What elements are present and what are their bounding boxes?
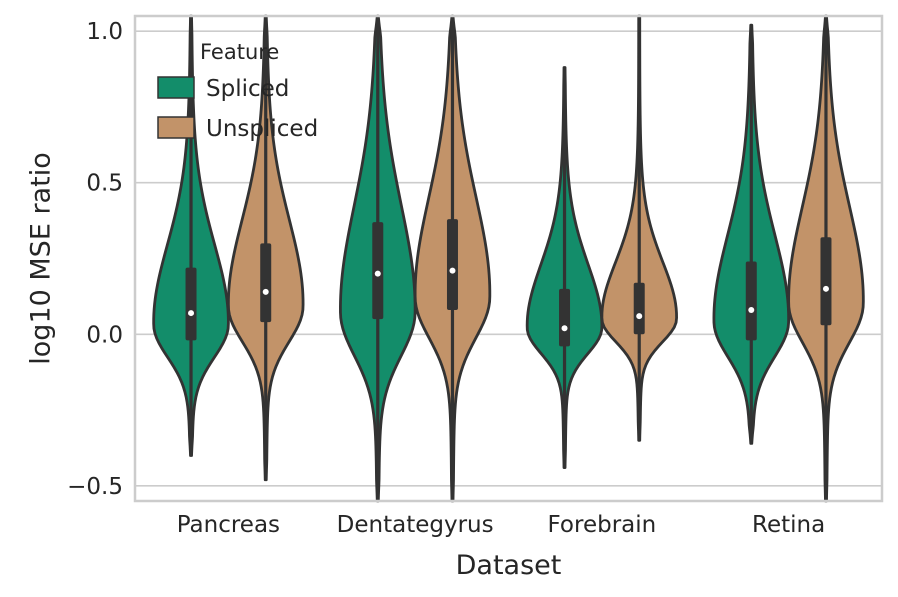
- iqr-box: [633, 282, 645, 335]
- median-point: [561, 325, 568, 332]
- x-tick-label: Retina: [752, 512, 825, 538]
- iqr-box: [745, 261, 757, 341]
- x-tick-label: Forebrain: [548, 512, 657, 538]
- x-axis-title: Dataset: [456, 550, 562, 581]
- legend-swatch-unspliced: [157, 116, 195, 139]
- legend-label-spliced: Spliced: [206, 76, 289, 102]
- y-tick-label: 0.0: [86, 322, 123, 348]
- x-axis: Pancreas Dentategyrus Forebrain Retina: [177, 512, 826, 538]
- iqr-box: [260, 243, 272, 323]
- median-point: [822, 285, 829, 292]
- legend-swatch-spliced: [157, 76, 195, 99]
- iqr-box: [185, 267, 197, 341]
- legend: Feature Spliced Unspliced: [157, 40, 318, 142]
- iqr-box: [446, 219, 458, 311]
- iqr-box: [820, 237, 832, 326]
- y-tick-label: −0.5: [67, 474, 123, 500]
- legend-label-unspliced: Unspliced: [206, 116, 318, 142]
- iqr-box: [372, 222, 384, 320]
- median-point: [188, 310, 195, 317]
- median-point: [636, 313, 643, 320]
- median-point: [748, 307, 755, 314]
- plot-frame: [133, 14, 884, 503]
- x-tick-label: Pancreas: [177, 512, 280, 538]
- legend-title: Feature: [200, 40, 279, 64]
- iqr-box: [559, 288, 571, 347]
- x-tick-label: Dentategyrus: [337, 512, 494, 538]
- y-tick-label: 1.0: [86, 19, 123, 45]
- y-axis: −0.5 0.0 0.5 1.0: [67, 19, 123, 500]
- median-point: [262, 288, 269, 295]
- y-tick-label: 0.5: [86, 171, 123, 197]
- median-point: [374, 270, 381, 277]
- median-point: [449, 267, 456, 274]
- y-axis-title: log10 MSE ratio: [25, 152, 56, 364]
